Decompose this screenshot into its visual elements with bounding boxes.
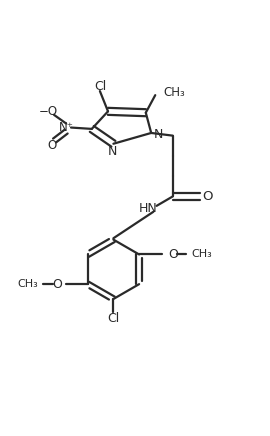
Text: Cl: Cl [94, 80, 106, 93]
Text: N⁺: N⁺ [59, 121, 74, 134]
Text: O: O [168, 248, 178, 261]
Text: O: O [202, 190, 212, 203]
Text: N: N [107, 145, 117, 158]
Text: CH₃: CH₃ [17, 279, 38, 289]
Text: N: N [153, 128, 163, 141]
Text: CH₃: CH₃ [192, 249, 212, 259]
Text: O: O [52, 278, 62, 291]
Text: −O: −O [39, 105, 58, 118]
Text: Cl: Cl [107, 312, 120, 325]
Text: HN: HN [138, 202, 157, 215]
Text: O: O [47, 139, 56, 152]
Text: CH₃: CH₃ [163, 86, 185, 99]
